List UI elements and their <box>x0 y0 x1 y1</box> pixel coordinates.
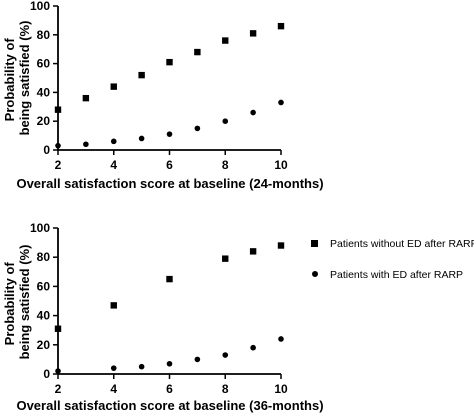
data-point-circle <box>110 365 117 371</box>
chart-1: 2 4 6 8 10 0 20 40 60 80 100 Overall satisfaction… <box>2 0 324 191</box>
chart-2-y-axis-label-line-2: being satisfied (%) <box>17 245 32 360</box>
y-tick-label: 0 <box>43 143 50 157</box>
x-tick-label: 10 <box>274 382 288 396</box>
data-point-square <box>249 30 257 37</box>
x-tick-label: 4 <box>110 382 117 396</box>
data-point-circle <box>166 360 173 367</box>
data-point-circle <box>194 125 201 132</box>
data-point-square <box>82 94 90 102</box>
data-point-circle <box>138 363 145 370</box>
data-point-circle <box>222 352 229 358</box>
legend: Patients without ED after RARP Patients … <box>311 238 474 281</box>
chart-1-x-axis-label: Overall satisfaction score at baseline (… <box>16 176 323 191</box>
data-point-circle <box>110 138 117 145</box>
data-point-square <box>166 58 173 66</box>
data-point-circle <box>278 336 284 342</box>
data-point-circle <box>55 142 61 149</box>
data-point-circle <box>278 99 284 106</box>
data-point-square <box>54 325 62 332</box>
data-point-circle <box>55 368 61 374</box>
data-point-square <box>222 255 229 262</box>
data-point-square <box>277 242 285 249</box>
data-point-square <box>222 37 229 44</box>
chart-1-x-ticks: 2 4 6 8 10 <box>55 150 288 172</box>
x-tick-label: 8 <box>222 382 229 396</box>
data-point-square <box>110 83 117 90</box>
legend-label-with-ed: Patients with ED after RARP <box>330 269 463 281</box>
legend-item-without-ed: Patients without ED after RARP <box>311 238 474 250</box>
x-tick-label: 2 <box>55 382 62 396</box>
data-point-circle <box>194 356 201 363</box>
y-tick-label: 0 <box>43 367 50 381</box>
legend-square-marker <box>311 240 318 247</box>
x-tick-label: 6 <box>166 382 173 396</box>
data-point-square <box>54 106 62 113</box>
data-point-circle <box>222 118 229 124</box>
legend-label-without-ed: Patients without ED after RARP <box>330 238 474 250</box>
chart-2-x-axis-label: Overall satisfaction score at baseline (… <box>16 398 323 413</box>
data-point-square <box>138 71 145 79</box>
x-tick-label: 10 <box>274 158 288 172</box>
legend-circle-marker <box>312 271 318 277</box>
chart-2-y-axis-label: Probability of being satisfied (%) <box>2 245 32 360</box>
chart-1-axes <box>57 6 281 151</box>
data-point-circle <box>250 344 256 351</box>
data-point-circle <box>166 131 173 137</box>
y-tick-label: 60 <box>37 279 51 293</box>
y-tick-label: 80 <box>37 250 51 264</box>
y-tick-label: 100 <box>30 221 50 235</box>
y-tick-label: 40 <box>37 85 51 99</box>
y-tick-label: 100 <box>30 0 50 13</box>
data-point-square <box>194 48 201 56</box>
chart-2: 2 4 6 8 10 0 20 40 60 80 100 Overall satisfaction… <box>2 221 474 413</box>
y-tick-label: 20 <box>37 338 51 352</box>
legend-item-with-ed: Patients with ED after RARP <box>312 269 463 281</box>
chart-2-x-ticks: 2 4 6 8 10 <box>55 374 288 396</box>
data-point-circle <box>250 109 256 116</box>
data-point-circle <box>83 141 89 148</box>
chart-1-y-axis-label: Probability of being satisfied (%) <box>2 21 32 136</box>
data-point-square <box>249 248 257 255</box>
y-tick-label: 60 <box>37 57 51 71</box>
x-tick-label: 4 <box>110 158 117 172</box>
y-tick-label: 80 <box>37 28 51 42</box>
chart-2-y-axis-label-line-1: Probability of <box>2 262 17 346</box>
data-point-square <box>110 302 117 309</box>
x-tick-label: 8 <box>222 158 229 172</box>
x-tick-label: 2 <box>55 158 62 172</box>
x-tick-label: 6 <box>166 158 173 172</box>
data-point-circle <box>138 135 145 142</box>
chart-2-y-ticks: 0 20 40 60 80 100 <box>30 221 58 381</box>
y-tick-label: 20 <box>37 114 51 128</box>
data-point-square <box>277 22 285 30</box>
chart-1-y-ticks: 0 20 40 60 80 100 <box>30 0 58 157</box>
chart-1-y-axis-label-line-1: Probability of <box>2 38 17 122</box>
y-tick-label: 40 <box>37 309 51 323</box>
chart-2-data-marks <box>54 242 285 374</box>
chart-2-axes <box>57 228 281 375</box>
chart-1-data-marks <box>54 22 285 149</box>
chart-1-y-axis-label-line-2: being satisfied (%) <box>17 21 32 136</box>
data-point-square <box>166 275 173 283</box>
